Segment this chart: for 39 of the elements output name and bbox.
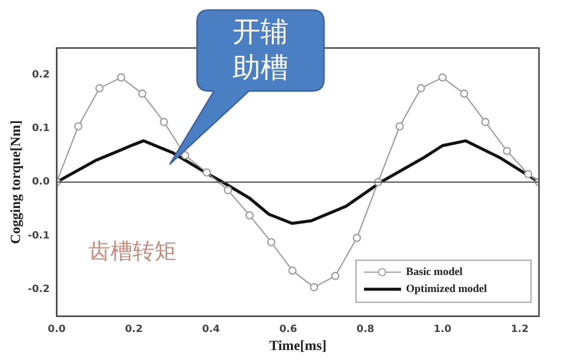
point [181,151,190,160]
point [74,122,82,130]
annotation: 开辅助槽 [232,14,290,86]
y-tick-label: 0.0 [32,176,50,188]
point [160,118,168,126]
y-tick-label: -0.1 [28,230,50,242]
point [95,84,104,92]
point [481,118,490,126]
x-tick-label: 1.2 [510,324,529,335]
point [502,146,512,156]
point [396,122,404,130]
point [460,89,468,98]
y-tick-label: -0.2 [28,284,50,295]
point [202,168,211,177]
point [267,238,276,246]
y-tick-label: 0.1 [32,123,50,134]
point [117,73,126,82]
point [331,272,340,280]
x-tick-label: 0.4 [202,324,220,335]
point [352,234,361,242]
point [246,211,254,220]
point [288,266,297,275]
legend-label: Basic model [406,266,463,278]
legend-label: Optimized model [406,283,487,296]
x-tick-label: 0.6 [279,324,298,335]
x-tick-label: 1.0 [434,324,452,335]
annotation: 齿槽转矩 [88,240,177,265]
x-tick-label: 0.0 [48,324,66,335]
point [416,84,426,92]
x-axis-title: Time[ms] [269,339,326,354]
point [224,186,232,194]
point [138,89,146,98]
point [524,170,532,178]
point [310,283,318,292]
y-axis-title: Cogging torque[Nm] [9,120,24,244]
point [438,73,447,82]
x-tick-label: 0.2 [124,324,143,335]
y-tick-label: 0.2 [32,69,50,80]
x-tick-label: 0.8 [356,324,374,335]
